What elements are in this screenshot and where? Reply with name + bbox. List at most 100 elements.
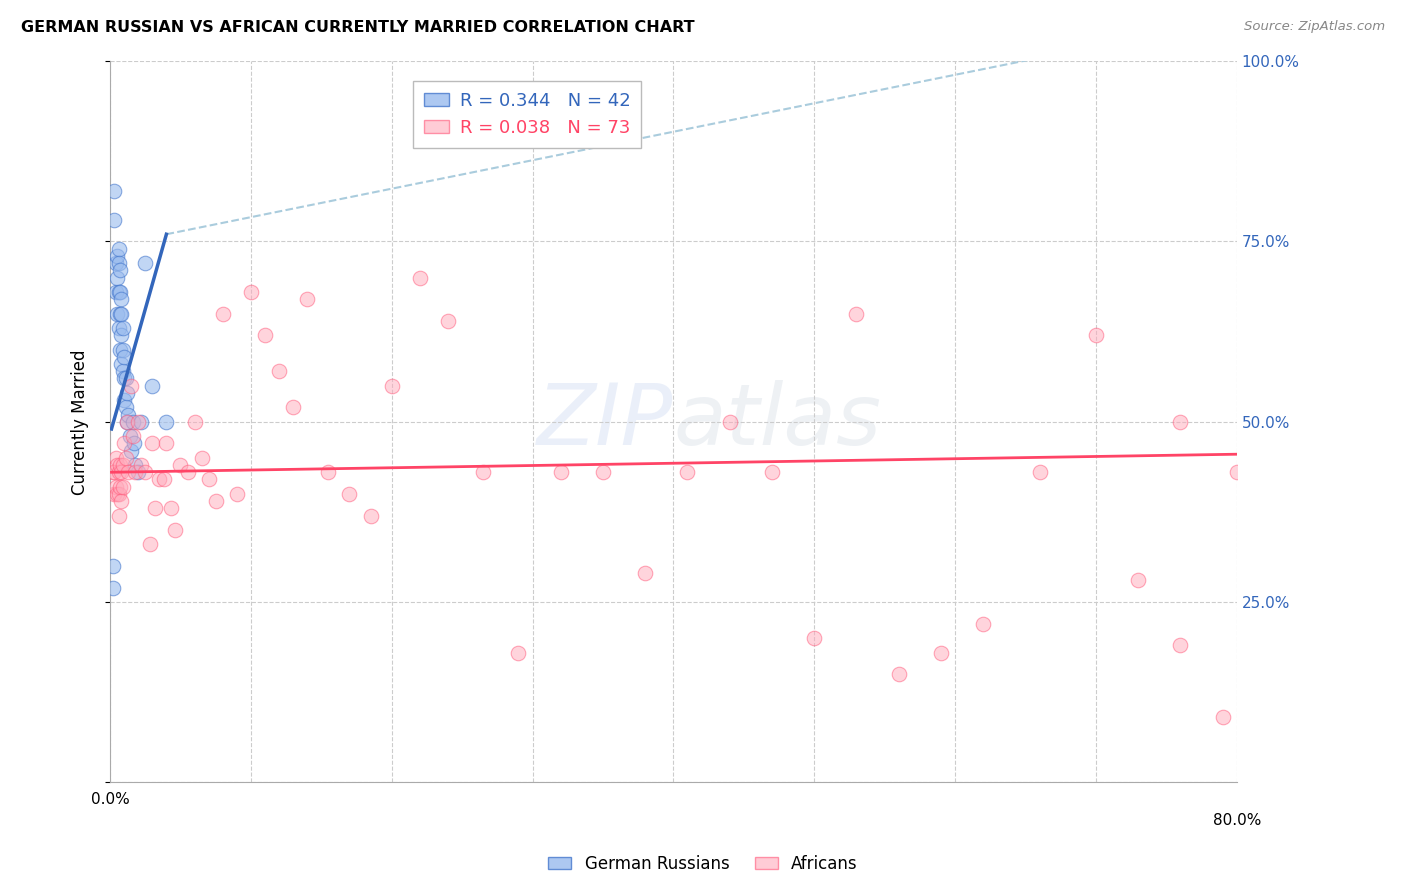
Point bbox=[1170, 638, 1192, 652]
Y-axis label: Currently Married: Currently Married bbox=[72, 349, 89, 494]
Point bbox=[112, 436, 135, 450]
Point bbox=[360, 508, 382, 523]
Point bbox=[159, 501, 181, 516]
Point bbox=[110, 357, 132, 371]
Point bbox=[124, 465, 146, 479]
Point bbox=[111, 321, 134, 335]
Point bbox=[929, 646, 952, 660]
Point bbox=[108, 480, 131, 494]
Point bbox=[409, 270, 432, 285]
Point bbox=[105, 458, 128, 472]
Point bbox=[972, 616, 994, 631]
Text: 80.0%: 80.0% bbox=[1212, 813, 1261, 828]
Point bbox=[107, 256, 129, 270]
Point bbox=[111, 364, 134, 378]
Point bbox=[107, 285, 129, 299]
Point bbox=[155, 436, 177, 450]
Point bbox=[108, 285, 131, 299]
Point bbox=[138, 537, 160, 551]
Point bbox=[197, 473, 219, 487]
Point bbox=[115, 385, 138, 400]
Point bbox=[105, 307, 128, 321]
Point bbox=[101, 581, 124, 595]
Text: atlas: atlas bbox=[673, 380, 882, 463]
Point bbox=[110, 494, 132, 508]
Point bbox=[1226, 465, 1249, 479]
Point bbox=[155, 415, 177, 429]
Point bbox=[381, 378, 404, 392]
Point bbox=[437, 314, 460, 328]
Point bbox=[887, 667, 910, 681]
Point bbox=[120, 443, 142, 458]
Point bbox=[104, 285, 127, 299]
Point bbox=[845, 307, 868, 321]
Point bbox=[103, 212, 125, 227]
Point bbox=[107, 242, 129, 256]
Point bbox=[117, 408, 139, 422]
Point bbox=[104, 256, 127, 270]
Point bbox=[472, 465, 495, 479]
Point bbox=[107, 508, 129, 523]
Point bbox=[103, 487, 125, 501]
Text: Source: ZipAtlas.com: Source: ZipAtlas.com bbox=[1244, 20, 1385, 33]
Point bbox=[117, 465, 139, 479]
Point bbox=[592, 465, 614, 479]
Point bbox=[105, 487, 128, 501]
Point bbox=[634, 566, 657, 581]
Point bbox=[239, 285, 262, 299]
Point bbox=[112, 371, 135, 385]
Point bbox=[101, 465, 124, 479]
Point bbox=[112, 350, 135, 364]
Point bbox=[129, 415, 152, 429]
Point bbox=[1128, 574, 1150, 588]
Point bbox=[107, 321, 129, 335]
Point bbox=[107, 465, 129, 479]
Point bbox=[101, 559, 124, 574]
Point bbox=[148, 473, 170, 487]
Point bbox=[803, 631, 825, 645]
Point bbox=[114, 401, 136, 415]
Point bbox=[122, 436, 145, 450]
Point bbox=[108, 263, 131, 277]
Point bbox=[115, 415, 138, 429]
Point bbox=[110, 307, 132, 321]
Text: ZIP: ZIP bbox=[537, 380, 673, 463]
Point bbox=[108, 343, 131, 357]
Text: GERMAN RUSSIAN VS AFRICAN CURRENTLY MARRIED CORRELATION CHART: GERMAN RUSSIAN VS AFRICAN CURRENTLY MARR… bbox=[21, 20, 695, 35]
Point bbox=[110, 328, 132, 343]
Point bbox=[103, 465, 125, 479]
Point bbox=[1028, 465, 1050, 479]
Point bbox=[211, 307, 233, 321]
Legend: R = 0.344   N = 42, R = 0.038   N = 73: R = 0.344 N = 42, R = 0.038 N = 73 bbox=[413, 81, 641, 148]
Point bbox=[204, 494, 226, 508]
Point bbox=[111, 480, 134, 494]
Point bbox=[318, 465, 340, 479]
Point bbox=[120, 378, 142, 392]
Point bbox=[121, 429, 143, 443]
Point bbox=[143, 501, 166, 516]
Point bbox=[110, 465, 132, 479]
Point bbox=[111, 458, 134, 472]
Legend: German Russians, Africans: German Russians, Africans bbox=[541, 848, 865, 880]
Point bbox=[152, 473, 174, 487]
Point bbox=[761, 465, 783, 479]
Point bbox=[134, 465, 156, 479]
Point bbox=[105, 249, 128, 263]
Point bbox=[297, 292, 319, 306]
Point bbox=[190, 450, 212, 465]
Point bbox=[141, 378, 163, 392]
Point bbox=[134, 256, 156, 270]
Point bbox=[104, 480, 127, 494]
Point bbox=[114, 450, 136, 465]
Point bbox=[283, 401, 305, 415]
Point bbox=[103, 184, 125, 198]
Point bbox=[718, 415, 741, 429]
Point bbox=[108, 458, 131, 472]
Point bbox=[339, 487, 361, 501]
Point bbox=[169, 458, 191, 472]
Point bbox=[105, 270, 128, 285]
Point bbox=[108, 307, 131, 321]
Point bbox=[176, 465, 198, 479]
Point bbox=[550, 465, 572, 479]
Point bbox=[110, 292, 132, 306]
